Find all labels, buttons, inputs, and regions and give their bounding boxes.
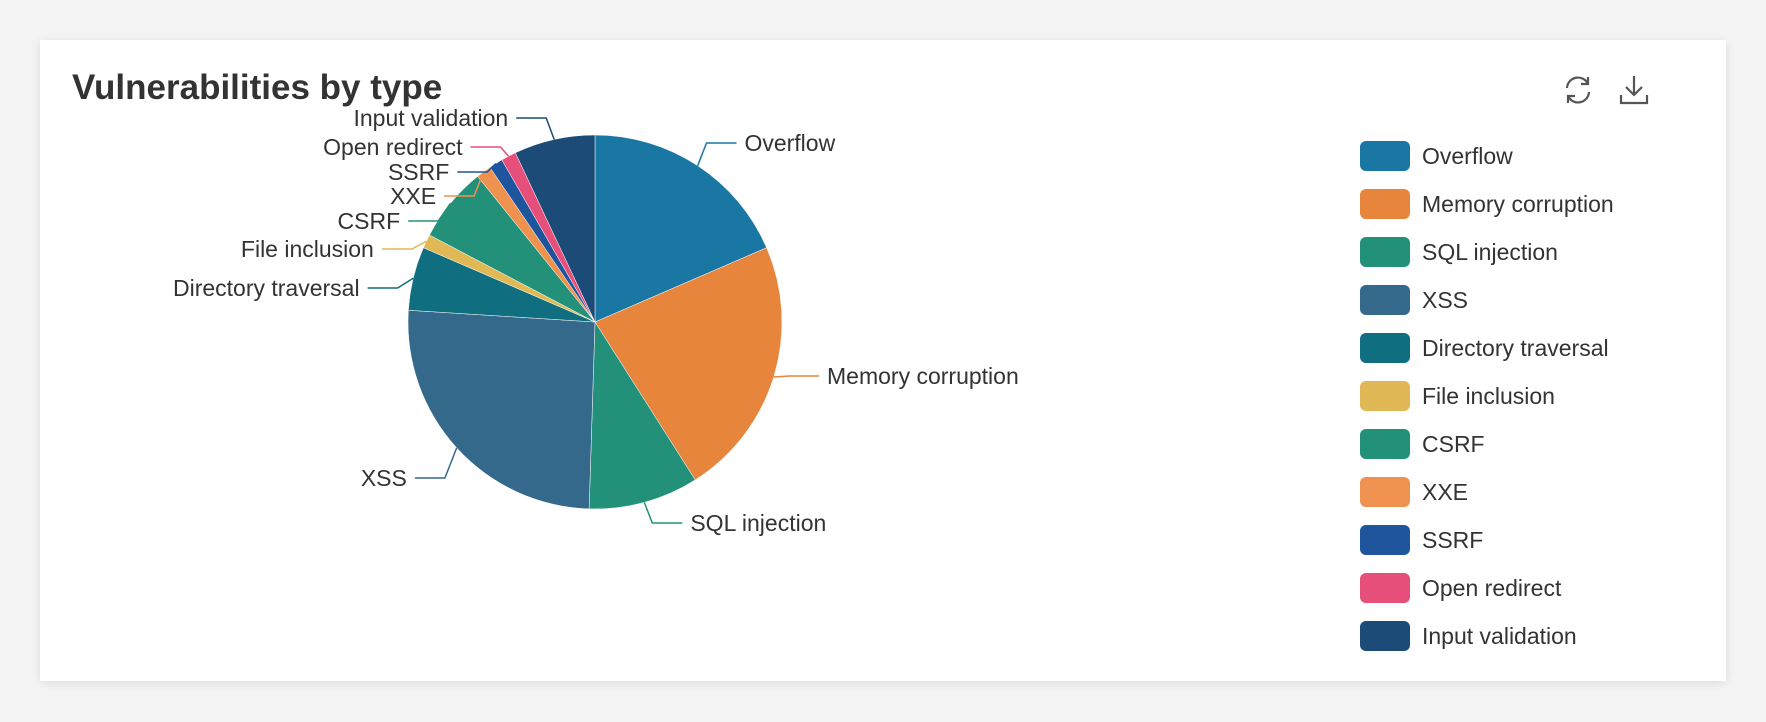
legend-item-xss[interactable]: XSS [1360, 276, 1614, 324]
legend-label: Overflow [1422, 142, 1513, 169]
pie-label-xss: XSS [361, 465, 407, 491]
legend-swatch [1360, 237, 1410, 267]
chart-title: Vulnerabilities by type [72, 68, 443, 107]
legend-swatch [1360, 525, 1410, 555]
pie-chart: Overflow Memory corruption SQL injection XS… [173, 105, 1019, 536]
legend-label: File inclusion [1422, 382, 1555, 409]
pie-label-overflow: Overflow [744, 130, 835, 156]
pie-slice-overflow[interactable] [594, 134, 767, 323]
pie-slice-input-validation[interactable] [515, 134, 596, 323]
pie-label-line-xss [414, 447, 458, 479]
pie-label-line-input-validation [516, 117, 555, 140]
pie-label-input-validation: Input validation [353, 105, 508, 131]
legend-item-file-inclusion[interactable]: File inclusion [1360, 372, 1614, 420]
pie-label-csrf: CSRF [338, 208, 401, 234]
legend-label: Open redirect [1422, 574, 1562, 601]
legend-label: XXE [1422, 478, 1469, 505]
pie-label-line-directory-traversal [367, 277, 414, 289]
download-icon [1619, 76, 1649, 105]
legend-item-csrf[interactable]: CSRF [1360, 420, 1614, 468]
chart-card: Vulnerabilities by type Overflow Memory c… [40, 40, 1726, 681]
pie-label-line-csrf [408, 202, 452, 222]
legend-label: SQL injection [1422, 238, 1558, 265]
pie-label-line-memory-corruption [773, 375, 819, 378]
pie-label-line-sql-injection [643, 502, 683, 524]
legend-label: Memory corruption [1422, 190, 1614, 217]
legend-label: XSS [1422, 286, 1469, 313]
chart-legend: Overflow Memory corruption SQL injection XS… [1360, 132, 1614, 660]
legend-swatch [1360, 189, 1410, 219]
legend-swatch [1360, 333, 1410, 363]
legend-swatch [1360, 285, 1410, 315]
legend-label: Directory traversal [1422, 334, 1609, 361]
pie-label-sql-injection: SQL injection [690, 510, 826, 536]
pie-slice-sql-injection[interactable] [588, 321, 696, 510]
legend-item-directory-traversal[interactable]: Directory traversal [1360, 324, 1614, 372]
legend-swatch [1360, 621, 1410, 651]
legend-item-open-redirect[interactable]: Open redirect [1360, 564, 1614, 612]
legend-swatch [1360, 429, 1410, 459]
chart-toolbar [1560, 72, 1652, 108]
legend-swatch [1360, 477, 1410, 507]
legend-label: Input validation [1422, 622, 1577, 649]
legend-item-ssrf[interactable]: SSRF [1360, 516, 1614, 564]
legend-swatch [1360, 141, 1410, 171]
pie-label-memory-corruption: Memory corruption [827, 363, 1019, 389]
pie-label-ssrf: SSRF [388, 159, 449, 185]
legend-label: CSRF [1422, 430, 1485, 457]
pie-label-line-file-inclusion [381, 240, 427, 250]
legend-item-xxe[interactable]: XXE [1360, 468, 1614, 516]
legend-label: SSRF [1422, 526, 1484, 553]
pie-slice-xss[interactable] [407, 309, 596, 510]
legend-item-sql-injection[interactable]: SQL injection [1360, 228, 1614, 276]
pie-label-line-overflow [697, 142, 737, 166]
legend-item-memory-corruption[interactable]: Memory corruption [1360, 180, 1614, 228]
legend-swatch [1360, 573, 1410, 603]
pie-label-file-inclusion: File inclusion [241, 236, 374, 262]
pie-label-line-xxe [444, 171, 485, 197]
pie-label-line-ssrf [457, 162, 497, 173]
download-button[interactable] [1616, 72, 1652, 108]
pie-label-line-open-redirect [470, 146, 510, 157]
pie-label-xxe: XXE [390, 183, 436, 209]
legend-swatch [1360, 381, 1410, 411]
legend-item-input-validation[interactable]: Input validation [1360, 612, 1614, 660]
refresh-icon [1565, 76, 1591, 104]
legend-item-overflow[interactable]: Overflow [1360, 132, 1614, 180]
pie-label-open-redirect: Open redirect [323, 134, 463, 160]
pie-label-directory-traversal: Directory traversal [173, 275, 360, 301]
refresh-button[interactable] [1560, 72, 1596, 108]
